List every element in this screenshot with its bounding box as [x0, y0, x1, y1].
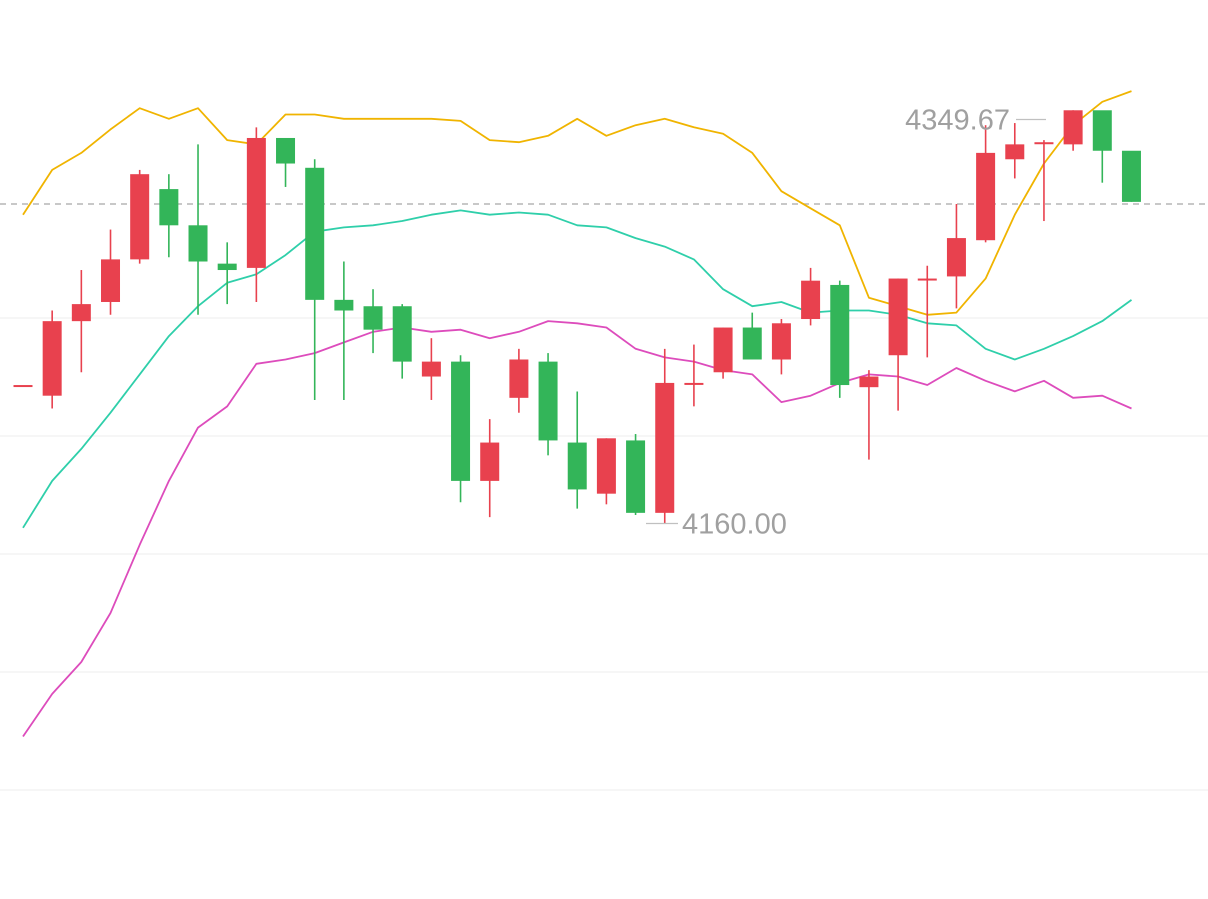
- candle: [538, 353, 558, 456]
- candle-body: [713, 327, 733, 373]
- candle-body: [888, 278, 908, 356]
- candle: [480, 419, 500, 518]
- candle: [217, 242, 237, 305]
- candle-body: [655, 382, 675, 513]
- candle: [334, 261, 354, 400]
- candle-body: [334, 299, 354, 311]
- candle: [159, 174, 179, 258]
- candle-body: [363, 306, 383, 330]
- candle-body: [130, 174, 150, 260]
- candle: [1063, 110, 1083, 151]
- grid: [0, 317, 1208, 791]
- candle-body: [101, 259, 121, 302]
- candle-body: [859, 376, 879, 388]
- candle: [859, 370, 879, 460]
- candle: [363, 289, 383, 354]
- candle-body: [480, 442, 500, 481]
- candle: [567, 391, 587, 509]
- candle: [946, 204, 966, 309]
- candle-body: [71, 304, 91, 322]
- candle-body: [13, 385, 33, 388]
- candle: [684, 344, 704, 407]
- candle-body: [567, 442, 587, 490]
- candle-body: [976, 152, 996, 241]
- candle: [1121, 150, 1141, 202]
- candle: [101, 229, 121, 315]
- candle: [276, 137, 296, 187]
- candle-body: [392, 306, 412, 362]
- candle-body: [946, 238, 966, 277]
- candles: [13, 110, 1141, 524]
- candle-body: [1034, 142, 1054, 145]
- candle: [917, 265, 937, 358]
- candle: [713, 327, 733, 379]
- candle: [801, 267, 821, 326]
- candle-body: [1063, 110, 1083, 145]
- low-price-label: 4160.00: [682, 509, 787, 541]
- candle: [771, 319, 791, 375]
- candle: [509, 348, 529, 413]
- candle: [742, 312, 762, 360]
- candle-body: [917, 278, 937, 281]
- candle: [1034, 140, 1054, 222]
- candle: [13, 385, 33, 388]
- candle-body: [801, 280, 821, 320]
- candle-body: [305, 167, 325, 300]
- candle: [655, 348, 675, 524]
- candle-body: [1005, 144, 1025, 160]
- candle-body: [451, 361, 471, 481]
- candle-body: [159, 189, 179, 226]
- candle-body: [1121, 150, 1141, 202]
- candle: [421, 338, 441, 400]
- bollinger-bands: [22, 90, 1133, 738]
- candle: [188, 144, 208, 315]
- candle-body: [188, 225, 208, 262]
- candle-body: [421, 361, 441, 377]
- candle-body: [830, 284, 850, 386]
- candle-body: [538, 361, 558, 441]
- candle: [976, 125, 996, 243]
- price-annotations: 4349.67 4160.00: [646, 105, 1046, 541]
- candle: [71, 270, 91, 373]
- candle-body: [42, 321, 62, 396]
- bollinger-upper-line: [22, 90, 1132, 316]
- candle-body: [596, 438, 616, 494]
- candle-body: [742, 327, 762, 360]
- candle-body: [684, 382, 704, 385]
- candle-body: [217, 263, 237, 271]
- candle-body: [626, 440, 646, 513]
- candle: [305, 159, 325, 400]
- candle-body: [246, 137, 266, 268]
- candle: [392, 304, 412, 379]
- candle: [1092, 110, 1112, 183]
- candle: [1005, 123, 1025, 179]
- candle: [626, 434, 646, 515]
- candle: [42, 310, 62, 409]
- candle: [888, 278, 908, 411]
- candle: [130, 169, 150, 264]
- candle-body: [1092, 110, 1112, 151]
- candle: [246, 127, 266, 302]
- high-price-label: 4349.67: [905, 105, 1010, 137]
- candle-body: [276, 137, 296, 164]
- bollinger-lower-line: [22, 320, 1132, 738]
- bollinger-middle-line: [22, 209, 1133, 529]
- candle: [451, 355, 471, 503]
- candle: [596, 438, 616, 505]
- candle-body: [771, 323, 791, 360]
- candle: [830, 280, 850, 398]
- candle-body: [509, 359, 529, 398]
